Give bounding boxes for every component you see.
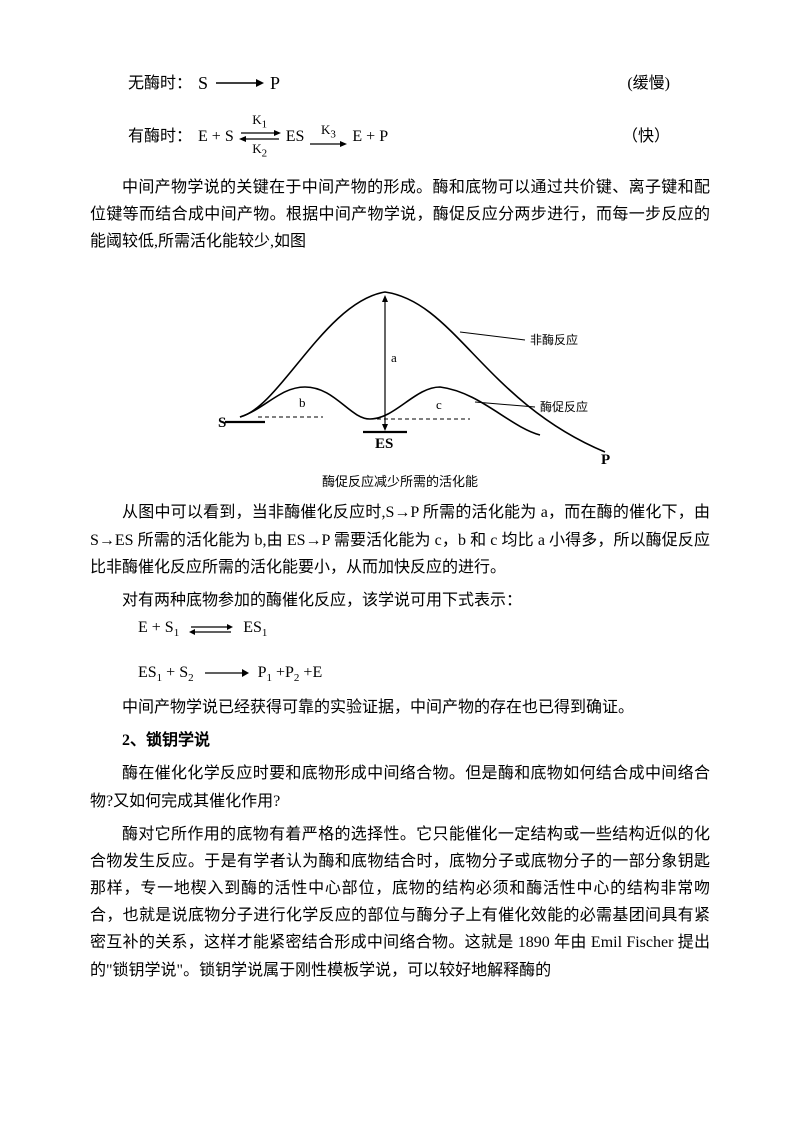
paragraph-4: 中间产物学说已经获得可靠的实验证据，中间产物的存在也已得到确证。 <box>90 694 710 721</box>
paragraph-5: 酶在催化化学反应时要和底物形成中间络合物。但是酶和底物如何结合成中间络合物?又如… <box>90 760 710 814</box>
svg-text:非酶反应: 非酶反应 <box>530 332 578 347</box>
single-arrow-k3: K3 <box>308 123 348 149</box>
eq-part1: E + S <box>198 123 234 150</box>
svg-text:酶促反应: 酶促反应 <box>540 399 588 414</box>
eq-lhs: S <box>198 68 208 99</box>
eq-body-no-enzyme: S P <box>198 68 280 99</box>
equation-no-enzyme: 无酶时： S P (缓慢) <box>128 68 710 99</box>
svg-text:c: c <box>436 397 442 412</box>
paragraph-2: 从图中可以看到，当非酶催化反应时,S→P 所需的活化能为 a，而在酶的催化下，由… <box>90 499 710 581</box>
svg-text:ES: ES <box>375 436 393 452</box>
double-arrow-k1k2: K1 K2 <box>238 113 282 160</box>
eq-note-fast: （快） <box>622 123 710 150</box>
paragraph-3: 对有两种底物参加的酶催化反应，该学说可用下式表示： <box>90 587 710 614</box>
svg-text:a: a <box>391 350 397 365</box>
svg-text:S: S <box>218 415 226 431</box>
equation-with-enzyme: 有酶时： E + S K1 K2 ES K3 E + P （快） <box>128 113 710 160</box>
arrow-icon <box>214 76 264 90</box>
reaction-2: ES1 + S2 P1 +P2 +E <box>138 659 710 688</box>
heading-lock-key: 2、锁钥学说 <box>90 727 710 754</box>
forward-arrow-icon <box>198 659 254 686</box>
paragraph-6: 酶对它所作用的底物有着严格的选择性。它只能催化一定结构或一些结构近似的化合物发生… <box>90 821 710 984</box>
diagram-caption: 酶促反应减少所需的活化能 <box>90 471 710 493</box>
reaction-1: E + S1 ES1 <box>138 614 710 643</box>
eq-label-with-enzyme: 有酶时： <box>128 123 192 150</box>
paragraph-1: 中间产物学说的关键在于中间产物的形成。酶和底物可以通过共价键、离子键和配位键等而… <box>90 174 710 256</box>
energy-diagram: a b c S ES P 非酶反应酶促反应 <box>90 267 710 467</box>
eq-label-no-enzyme: 无酶时： <box>128 70 192 97</box>
eq-mid: ES <box>286 123 305 150</box>
eq-part2: E + P <box>352 123 388 150</box>
equilibrium-arrow-icon <box>183 614 239 641</box>
svg-text:b: b <box>299 395 306 410</box>
eq-note-slow: (缓慢) <box>627 70 710 97</box>
k2-label: K2 <box>252 142 267 160</box>
eq-body-with-enzyme: E + S K1 K2 ES K3 E + P <box>198 113 388 160</box>
svg-text:P: P <box>601 452 610 467</box>
eq-rhs: P <box>270 68 280 99</box>
